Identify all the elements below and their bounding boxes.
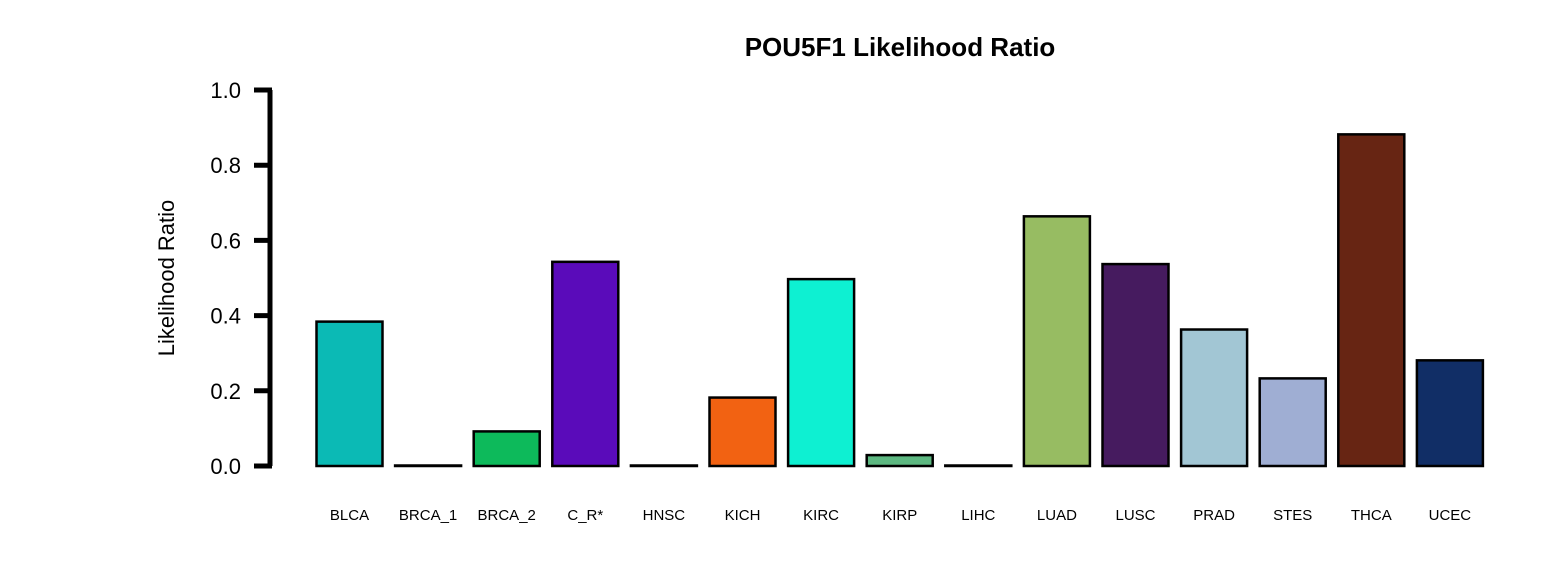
x-tick-label: LIHC [961, 507, 995, 524]
x-tick-label: UCEC [1429, 507, 1472, 524]
x-tick-label: KICH [725, 507, 761, 524]
x-tick-label: KIRP [882, 507, 917, 524]
x-tick-label: BRCA_2 [478, 507, 536, 524]
bar-thca [1337, 133, 1406, 468]
chart-title: POU5F1 Likelihood Ratio [745, 32, 1056, 62]
bar-luad [1022, 215, 1092, 468]
bar-lihc [944, 464, 1013, 468]
x-tick-label: PRAD [1193, 507, 1235, 524]
y-tick-label: 0.6 [210, 228, 241, 253]
bars [315, 133, 1485, 468]
x-tick-label: C_R* [567, 507, 603, 524]
y-axis-label: Likelihood Ratio [154, 200, 179, 357]
bar-brca-2 [472, 430, 541, 468]
x-tick-label: LUAD [1037, 507, 1077, 524]
bar-kich [708, 396, 777, 468]
y-tick-label: 0.4 [210, 304, 241, 329]
y-tick-label: 1.0 [210, 78, 241, 103]
y-tick-label: 0.2 [210, 379, 241, 404]
bar-stes [1258, 377, 1327, 468]
x-tick-label: KIRC [803, 507, 839, 524]
x-tick-label: HNSC [643, 507, 686, 524]
x-tick-label: BLCA [330, 507, 369, 524]
x-tick-label: BRCA_1 [399, 507, 457, 524]
bar-brca-1 [393, 464, 463, 468]
y-tick-label: 0.8 [210, 153, 241, 178]
x-axis-tick-labels: BLCA BRCA_1 BRCA_2 C_R* HNSC KICH KIRC KIRP LIHC… [330, 507, 1471, 524]
y-tick-label: 0.0 [210, 454, 241, 479]
bar-c-r [551, 260, 620, 468]
bar-blca [315, 320, 384, 468]
bar-kirp [865, 453, 934, 468]
x-tick-label: LUSC [1115, 507, 1155, 524]
bar-kirc [786, 277, 856, 468]
x-tick-label: STES [1273, 507, 1312, 524]
bar-hnsc [629, 464, 699, 468]
bar-ucec [1415, 359, 1485, 468]
x-tick-label: THCA [1351, 507, 1392, 524]
y-axis: 0.0 0.2 0.4 0.6 0.8 1.0 [210, 78, 273, 479]
bar-lusc [1101, 262, 1170, 468]
bar-prad [1179, 328, 1249, 468]
